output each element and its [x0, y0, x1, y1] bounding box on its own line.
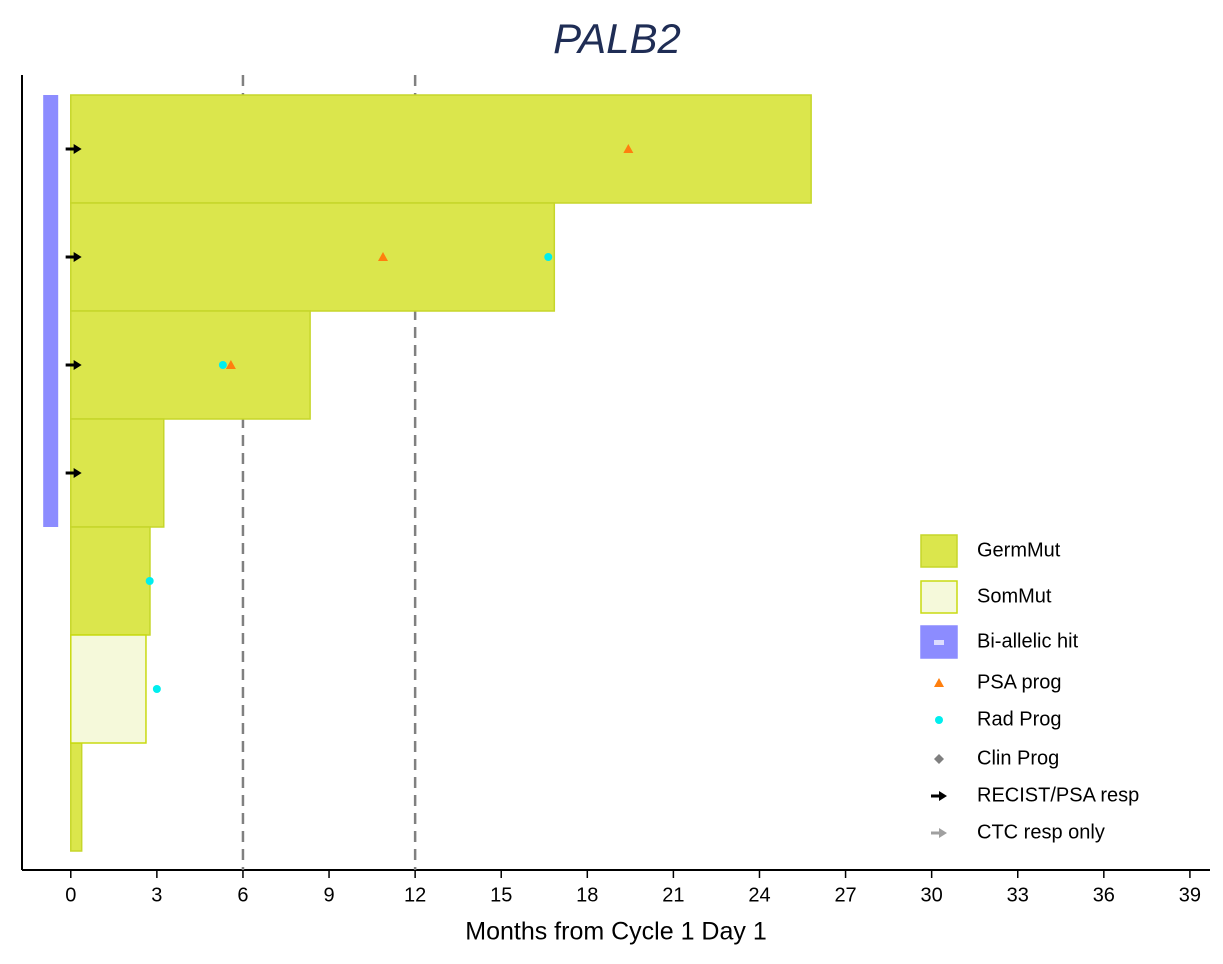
legend-label: RECIST/PSA resp	[977, 784, 1139, 806]
legend-label: Rad Prog	[977, 708, 1062, 730]
event-marker	[225, 360, 236, 369]
event-marker	[377, 252, 388, 261]
legend-swatch-dash	[934, 640, 944, 645]
event-marker	[65, 252, 82, 262]
chart-title: PALB2	[553, 15, 681, 62]
bar	[70, 634, 147, 744]
legend-marker	[931, 791, 947, 801]
x-tick-label: 21	[662, 884, 684, 906]
x-tick-label: 9	[323, 884, 334, 906]
biallelic-strip	[43, 311, 59, 419]
legend-label: PSA prog	[977, 671, 1062, 693]
x-tick-label: 18	[576, 884, 598, 906]
event-marker	[544, 253, 553, 261]
x-tick-label: 39	[1179, 884, 1201, 906]
event-marker	[152, 685, 161, 693]
bar	[70, 418, 165, 528]
x-tick-label: 30	[921, 884, 943, 906]
legend-marker	[934, 754, 944, 764]
event-marker	[218, 361, 227, 369]
biallelic-strip	[43, 203, 59, 311]
event-marker	[623, 144, 634, 153]
x-tick-label: 0	[65, 884, 76, 906]
x-tick-label: 15	[490, 884, 512, 906]
x-tick-label: 12	[404, 884, 426, 906]
bar	[70, 742, 83, 852]
x-tick-label: 3	[151, 884, 162, 906]
x-tick-label: 24	[748, 884, 770, 906]
legend-swatch	[920, 534, 958, 568]
x-axis-label: Months from Cycle 1 Day 1	[465, 918, 767, 946]
x-tick-label: 33	[1007, 884, 1029, 906]
bar	[70, 310, 311, 420]
bar	[70, 526, 151, 636]
legend-label: Bi-allelic hit	[977, 630, 1079, 652]
legend-marker	[934, 678, 944, 687]
event-marker	[65, 144, 82, 154]
biallelic-strip	[43, 95, 59, 203]
legend-label: CTC resp only	[977, 821, 1105, 843]
biallelic-strip	[43, 419, 59, 527]
legend-label: GermMut	[977, 539, 1061, 561]
x-tick-label: 6	[237, 884, 248, 906]
bar	[70, 202, 556, 312]
legend-marker	[931, 828, 947, 838]
legend-label: Clin Prog	[977, 747, 1059, 769]
legend-marker	[935, 716, 943, 724]
event-marker	[65, 468, 82, 478]
event-marker	[145, 577, 154, 585]
legend-label: SomMut	[977, 585, 1052, 607]
x-tick-label: 36	[1093, 884, 1115, 906]
legend-swatch	[920, 580, 958, 614]
x-tick-label: 27	[834, 884, 856, 906]
event-marker	[65, 360, 82, 370]
bar	[70, 94, 812, 204]
